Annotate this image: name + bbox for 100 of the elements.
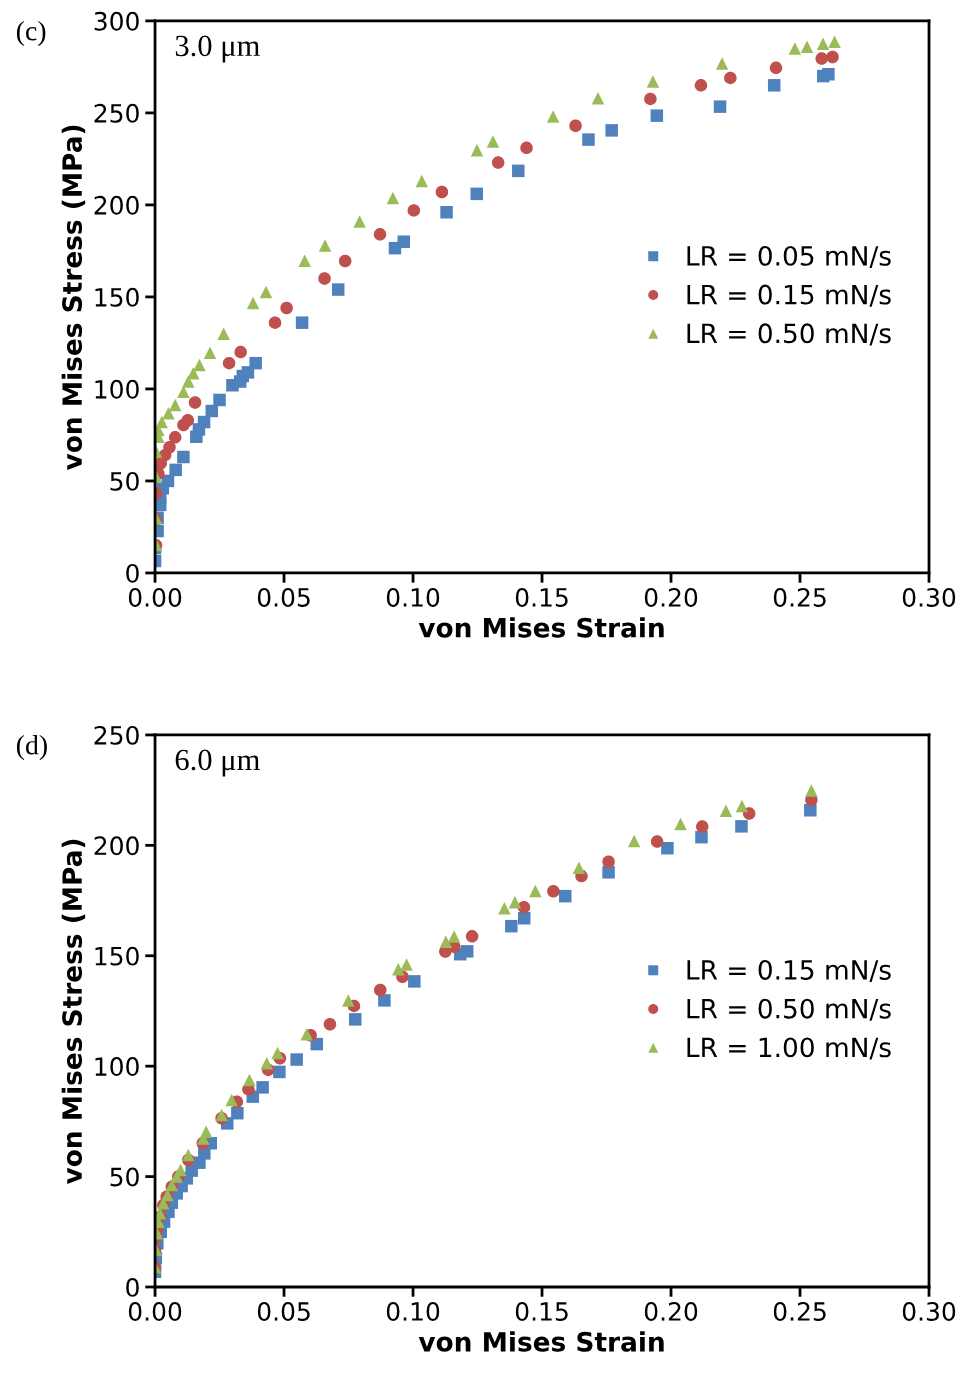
y-tick-label: 0 (126, 563, 139, 583)
point (661, 841, 674, 855)
x-tick-label: 0.30 (902, 587, 956, 607)
point (162, 406, 175, 420)
point (815, 52, 828, 65)
point (470, 187, 483, 201)
point (460, 945, 474, 958)
point (177, 450, 190, 464)
point (260, 1057, 273, 1070)
x-tick-label: 0.20 (644, 587, 698, 607)
point (713, 100, 727, 113)
x-tick-label: 0.00 (128, 1302, 182, 1321)
point (256, 1081, 269, 1094)
point (331, 283, 345, 296)
point (400, 958, 413, 971)
point (800, 40, 814, 53)
point (674, 817, 687, 831)
point (268, 316, 282, 329)
point (440, 206, 453, 219)
y-tick-label: 50 (110, 471, 139, 491)
point (735, 799, 749, 813)
point (508, 896, 522, 909)
point (769, 61, 783, 75)
point (222, 356, 236, 370)
point (290, 1053, 303, 1066)
x-tick-label: 0.00 (128, 587, 182, 607)
point (826, 50, 839, 64)
x-tick-label: 0.15 (515, 1302, 568, 1321)
point (694, 79, 708, 92)
point (646, 75, 660, 88)
x-tick-label: 0.05 (257, 1302, 310, 1321)
x-tick-label: 0.30 (902, 1302, 956, 1321)
point (415, 174, 429, 188)
point (182, 1148, 195, 1162)
point (735, 820, 748, 833)
point (193, 358, 206, 372)
point (486, 135, 500, 148)
point (822, 68, 835, 81)
point (177, 385, 190, 398)
legend-label: LR = 0.15 mN/s (687, 959, 891, 982)
legend-label: LR = 0.50 mN/s (687, 998, 891, 1021)
point (318, 272, 331, 285)
point (512, 164, 525, 178)
y-tick-label: 250 (94, 725, 139, 745)
legend-label: LR = 0.05 mN/s (687, 245, 891, 268)
point (163, 441, 176, 454)
point (435, 185, 449, 199)
x-tick-label: 0.10 (386, 1302, 440, 1321)
y-tick-label: 250 (94, 103, 139, 123)
point (273, 1065, 286, 1079)
point (231, 1106, 244, 1120)
point (342, 994, 355, 1007)
point (386, 191, 400, 205)
point (338, 254, 352, 268)
point (348, 1013, 362, 1026)
point (298, 254, 311, 268)
legend-label: LR = 0.15 mN/s (687, 284, 891, 307)
point (572, 861, 586, 874)
point (715, 57, 729, 70)
point (591, 91, 605, 105)
legend-label: LR = 1.00 mN/s (687, 1037, 891, 1060)
point (439, 935, 453, 949)
point (318, 239, 332, 252)
x-tick-label: 0.15 (515, 587, 568, 607)
point (529, 884, 542, 898)
y-tick-label: 50 (110, 1167, 139, 1187)
y-axis-title: von Mises Stress (MPa) (61, 125, 86, 471)
point (295, 316, 309, 329)
point (300, 1027, 313, 1041)
point (217, 327, 230, 340)
point (546, 110, 560, 123)
point (225, 1093, 238, 1107)
point (491, 156, 505, 169)
point (804, 804, 817, 817)
x-tick-label: 0.25 (773, 587, 826, 607)
point (199, 1125, 213, 1139)
point (724, 71, 737, 85)
point (447, 930, 461, 943)
point (627, 834, 641, 848)
point (373, 228, 387, 241)
x-axis-title: von Mises Strain (418, 1331, 664, 1352)
point (181, 413, 195, 427)
point (155, 415, 168, 429)
point (816, 37, 830, 50)
point (249, 356, 262, 370)
point (168, 431, 182, 444)
point (246, 296, 260, 310)
point (520, 141, 533, 155)
point (169, 463, 182, 477)
text: (d) (16, 734, 47, 761)
y-tick-label: 200 (94, 195, 139, 215)
y-axis-title: von Mises Stress (MPa) (61, 839, 86, 1185)
point (828, 35, 841, 48)
point (602, 855, 615, 868)
y-tick-label: 100 (95, 1057, 139, 1077)
point (465, 930, 479, 943)
point (695, 820, 709, 833)
point (397, 235, 410, 248)
point (582, 133, 595, 146)
point (378, 994, 391, 1007)
